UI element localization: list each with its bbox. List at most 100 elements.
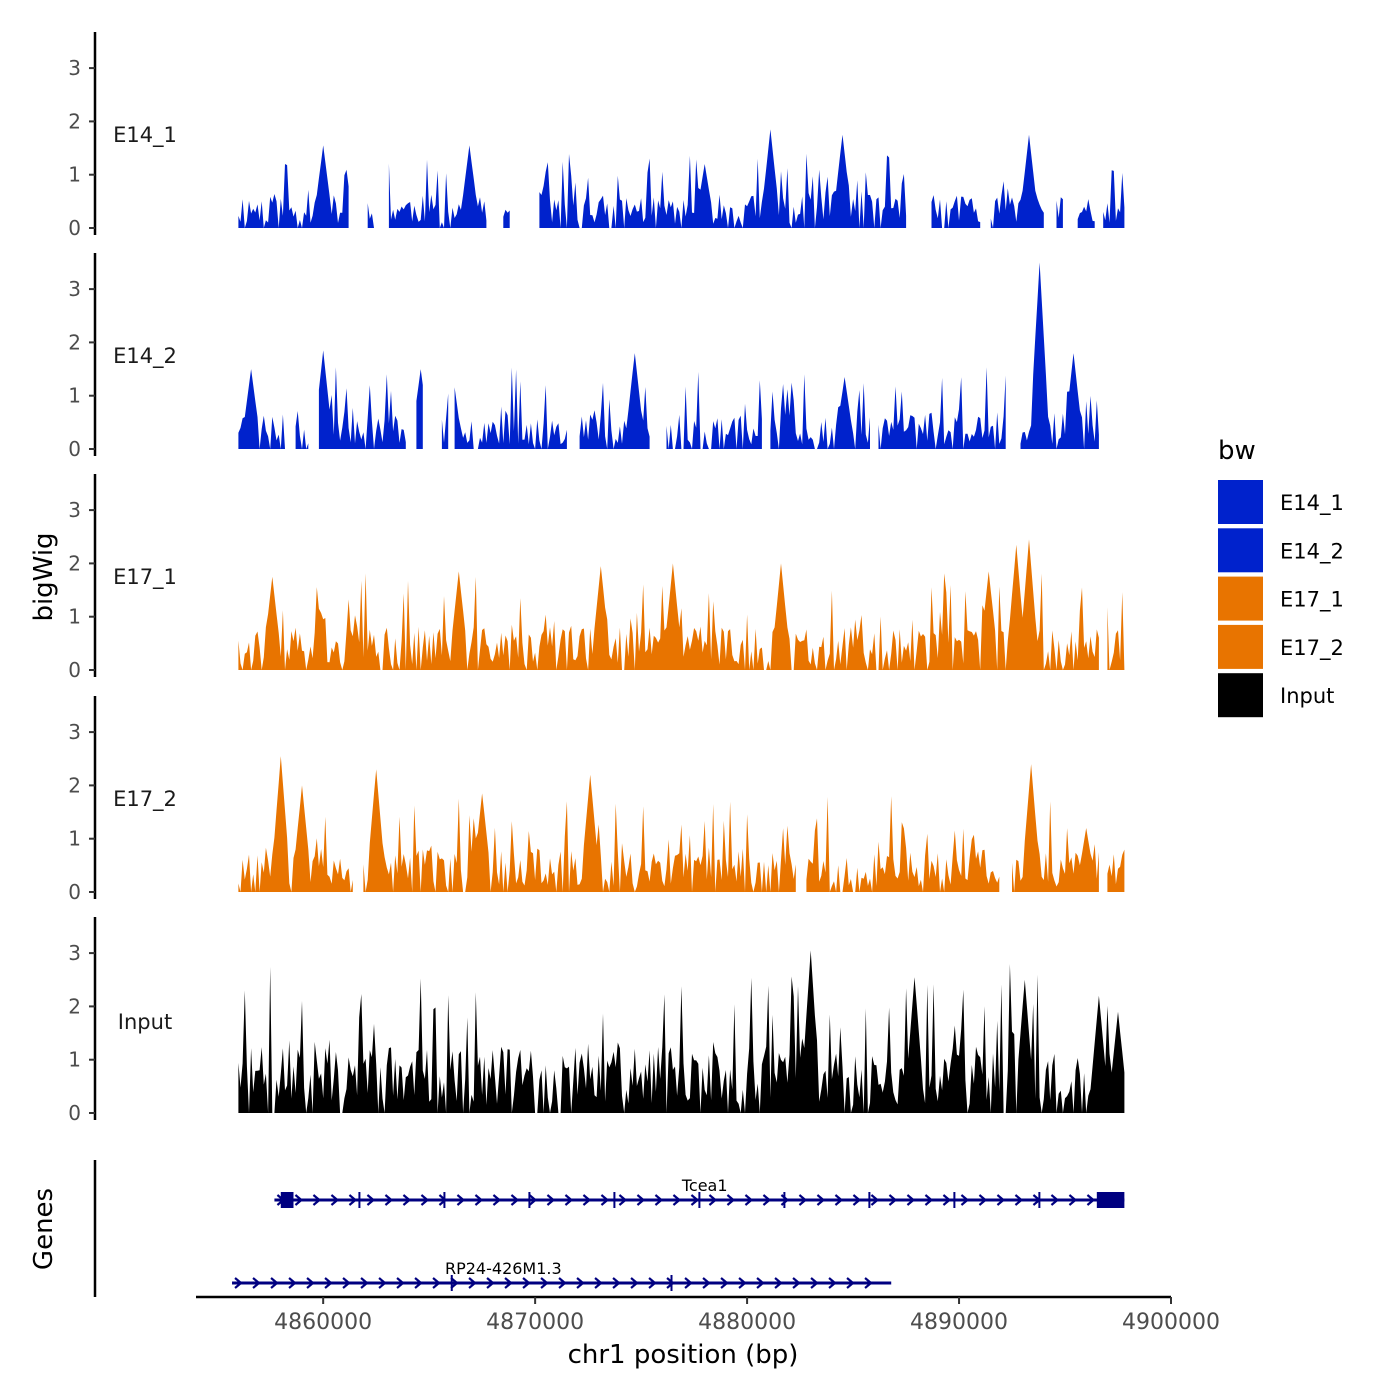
gene-label: RP24-426M1.3 [445,1259,562,1278]
signal-area [363,769,796,892]
y-tick-label: 2 [68,994,81,1018]
strand-arrow [522,1277,531,1289]
signal-area [1012,764,1099,892]
strand-arrow [456,1194,466,1206]
y-tick-label: 0 [68,658,81,682]
y-tick-label: 2 [68,773,81,797]
strand-arrow [360,1277,369,1289]
signal-area [878,367,1006,449]
y-tick-label: 1 [68,605,81,629]
signal-area [1056,197,1063,228]
y-tick-label: 1 [68,827,81,851]
legend: bw E14_1 E14_2 E17_1 E17_2 Input [1218,436,1344,718]
legend-label: E17_2 [1280,636,1344,661]
legend-swatch [1218,528,1263,573]
track-label: E14_1 [113,123,177,148]
gene-label: Tcea1 [681,1176,728,1195]
x-axis-title: chr1 position (bp) [568,1340,799,1370]
signal-tracks: 0 1 2 3 E14_1 0 1 2 3 E14_2 0 1 2 3 E17_1 0 1 2 3 E17_2 0 1 2 3… [68,32,1125,1125]
y-axis-title: bigWig [29,532,59,621]
x-tick-label: 4900000 [1122,1310,1220,1335]
y-tick-label: 3 [68,498,81,522]
signal-area [1103,170,1125,228]
signal-area [1107,849,1125,892]
signal-area [388,145,487,228]
strand-arrow [288,1277,297,1289]
strand-arrow [798,1194,808,1206]
y-tick-label: 1 [68,163,81,187]
strand-arrow [870,1194,880,1206]
strand-arrow [612,1277,621,1289]
strand-arrow [846,1277,855,1289]
signal-area [238,539,1099,670]
y-tick-label: 3 [68,56,81,80]
strand-arrow [690,1194,700,1206]
strand-arrow [486,1277,495,1289]
track-e14-2: 0 1 2 3 E14_2 [68,253,1099,461]
strand-arrow [1086,1194,1096,1206]
strand-arrow [438,1194,448,1206]
strand-arrow [756,1277,765,1289]
strand-arrow [888,1194,898,1206]
track-label: E17_2 [113,787,177,812]
strand-arrow [864,1277,873,1289]
legend-swatch [1218,673,1263,718]
strand-arrow [978,1194,988,1206]
legend-item-e17-2: E17_2 [1218,624,1344,669]
y-tick-label: 2 [68,551,81,575]
genes-track: Genes Tcea1 RP24-426M1.3 [29,1160,1125,1297]
y-tick-label: 0 [68,1101,81,1125]
y-tick-label: 3 [68,720,81,744]
strand-arrow [348,1194,358,1206]
strand-arrow [492,1194,502,1206]
signal-area [990,134,1044,228]
strand-arrow [402,1194,412,1206]
x-tick-label: 4860000 [274,1310,372,1335]
y-tick-label: 1 [68,384,81,408]
strand-arrow [540,1277,549,1289]
y-tick-label: 0 [68,216,81,240]
strand-arrow [828,1277,837,1289]
strand-arrow [720,1277,729,1289]
strand-arrow [744,1194,754,1206]
strand-arrow [432,1277,441,1289]
strand-arrow [654,1194,664,1206]
strand-arrow [942,1194,952,1206]
strand-arrow [636,1194,646,1206]
legend-swatch [1218,576,1263,621]
signal-area [1107,592,1125,670]
signal-area [238,756,353,892]
strand-arrow [468,1277,477,1289]
strand-arrow [852,1194,862,1206]
strand-arrow [510,1194,520,1206]
strand-arrow [738,1277,747,1289]
strand-arrow [528,1194,538,1206]
signal-area [579,353,650,449]
legend-label: E14_2 [1280,539,1344,564]
signal-area [1077,199,1095,228]
signal-area [416,369,423,449]
strand-arrow [366,1194,376,1206]
strand-arrow [996,1194,1006,1206]
exon [280,1192,294,1208]
signal-area [454,367,567,449]
x-tick-label: 4880000 [698,1310,796,1335]
strand-arrow [306,1277,315,1289]
strand-arrow [666,1277,675,1289]
y-tick-label: 1 [68,1048,81,1072]
strand-arrow [726,1194,736,1206]
track-e14-1: 0 1 2 3 E14_1 [68,32,1125,240]
strand-arrow [342,1277,351,1289]
strand-arrow [672,1194,682,1206]
y-tick-label: 0 [68,880,81,904]
legend-item-e14-2: E14_2 [1218,528,1344,573]
legend-item-input: Input [1218,673,1334,718]
strand-arrow [384,1194,394,1206]
strand-arrow [582,1194,592,1206]
strand-arrow [960,1194,970,1206]
strand-arrow [810,1277,819,1289]
strand-arrow [252,1277,261,1289]
strand-arrow [576,1277,585,1289]
strand-arrow [294,1194,304,1206]
